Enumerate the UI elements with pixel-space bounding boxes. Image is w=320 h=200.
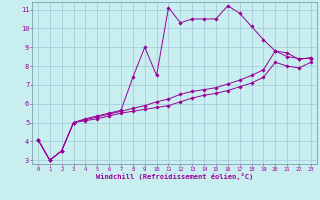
X-axis label: Windchill (Refroidissement éolien,°C): Windchill (Refroidissement éolien,°C): [96, 173, 253, 180]
